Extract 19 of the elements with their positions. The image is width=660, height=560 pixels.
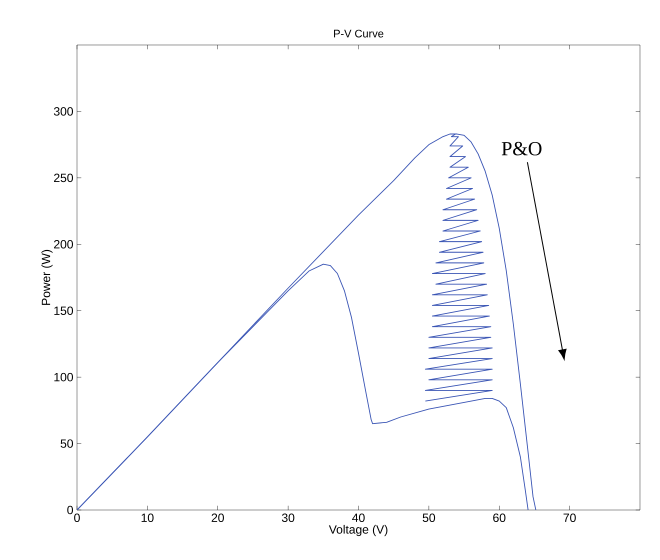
y-tick-label: 250 xyxy=(54,174,74,182)
y-tick-label: 0 xyxy=(67,506,74,514)
x-tick-label: 10 xyxy=(142,514,154,522)
y-axis-title: Power (W) xyxy=(41,250,53,305)
x-tick-label: 0 xyxy=(74,514,80,522)
x-axis-title: Voltage (V) xyxy=(328,524,388,536)
x-tick-label: 20 xyxy=(212,514,224,522)
y-tick-label: 300 xyxy=(54,107,74,116)
chart-title: P-V Curve xyxy=(334,30,384,38)
y-tick-label: 150 xyxy=(54,306,74,315)
y-tick-label: 50 xyxy=(60,439,74,448)
y-tick-label: 200 xyxy=(54,240,74,249)
x-tick-label: 60 xyxy=(493,514,506,522)
y-tick-label: 100 xyxy=(54,372,74,382)
x-tick-label: 50 xyxy=(422,514,436,522)
x-tick-label: 70 xyxy=(564,514,576,522)
x-tick-label: 30 xyxy=(282,514,294,522)
x-tick-label: 40 xyxy=(352,514,365,522)
annotation: P&O xyxy=(502,142,542,156)
